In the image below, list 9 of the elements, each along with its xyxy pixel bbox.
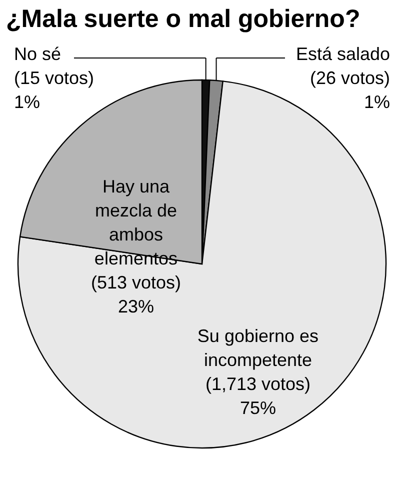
data-label: (513 votos) 23% (90, 272, 181, 316)
data-label: (26 votos) 1% (310, 68, 390, 112)
data-label: (1,713 votos) 75% (205, 374, 311, 418)
slice-label: No sé (14, 44, 62, 64)
slice-label: Hay una mezcla de ambos elementos (94, 176, 178, 268)
slice-label: Su gobierno es incompetente (197, 326, 319, 370)
chart-title: ¿Mala suerte o mal gobierno? (6, 5, 360, 33)
data-label: (15 votos) 1% (14, 68, 94, 112)
slice-label: Está salado (296, 44, 390, 64)
